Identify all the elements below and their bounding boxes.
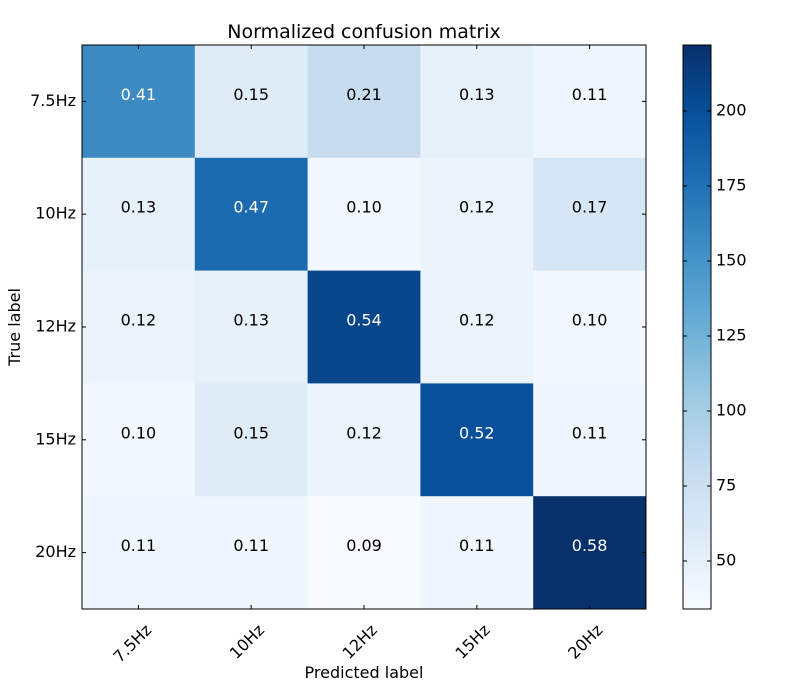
colorbar-tick-label: 50 [716, 551, 736, 570]
y-tick-label: 10Hz [35, 204, 76, 223]
colorbar-tick-label: 150 [716, 251, 747, 270]
heatmap-cell-label: 0.11 [572, 85, 608, 104]
x-tick-label: 10Hz [226, 620, 268, 662]
heatmap-cell [194, 383, 309, 497]
heatmap-cell-label: 0.12 [121, 311, 157, 330]
heatmap-cell [420, 157, 534, 272]
heatmap-cell-label: 0.17 [572, 198, 608, 217]
heatmap-cell-label: 0.12 [459, 198, 495, 217]
heatmap-cell-label: 0.12 [346, 423, 382, 442]
heatmap-cell [533, 270, 647, 384]
heatmap-cell-label: 0.10 [121, 423, 157, 442]
colorbar-tick-label: 100 [716, 401, 747, 420]
heatmap-cell-label: 0.10 [572, 311, 608, 330]
y-tick-label: 15Hz [35, 429, 76, 448]
heatmap-cell [533, 157, 647, 272]
heatmap-cell-label: 0.54 [346, 311, 382, 330]
y-tick-label: 12Hz [35, 317, 76, 336]
chart-title: Normalized confusion matrix [227, 21, 500, 43]
heatmap-cell [307, 496, 421, 610]
heatmap-cell [307, 157, 421, 272]
x-tick-label: 15Hz [451, 620, 493, 662]
heatmap-cell-labels: 0.41 0.15 0.21 0.13 0.11 0.13 0.47 0.10 0.12 0.17… [121, 85, 608, 555]
heatmap-cell-label: 0.13 [233, 311, 269, 330]
heatmap-cell [194, 45, 309, 159]
heatmap-cell-label: 0.09 [346, 536, 382, 555]
y-tick-label: 7.5Hz [30, 91, 76, 110]
heatmap-cell [420, 270, 534, 384]
heatmap-cell [533, 496, 647, 610]
heatmap-cell-label: 0.11 [459, 536, 495, 555]
heatmap-cell-label: 0.21 [346, 85, 382, 104]
heatmap-cell-label: 0.15 [233, 423, 269, 442]
heatmap-cell [307, 270, 421, 384]
colorbar-tick-label: 125 [716, 326, 747, 345]
colorbar-gradient [682, 44, 712, 610]
heatmap-cell-label: 0.11 [572, 423, 608, 442]
colorbar-ticks: 50 75 100 125 150 175 200 [683, 101, 747, 570]
heatmap-cell [307, 383, 421, 497]
heatmap-cell [420, 383, 534, 497]
colorbar-tick-label: 75 [716, 476, 736, 495]
heatmap-cell-label: 0.52 [459, 423, 495, 442]
heatmap-cell [307, 45, 421, 159]
heatmap-cell-label: 0.41 [121, 85, 157, 104]
heatmap-cells [82, 45, 647, 610]
heatmap-cell [82, 270, 196, 384]
heatmap-cell-label: 0.15 [233, 85, 269, 104]
colorbar-tick-label: 175 [716, 176, 747, 195]
x-tick-label: 7.5Hz [109, 620, 155, 666]
heatmap-cell [194, 270, 309, 384]
heatmap-cell [420, 496, 534, 610]
x-axis-label: Predicted label [305, 663, 424, 682]
heatmap-cell-label: 0.11 [121, 536, 157, 555]
y-axis-label: True label [5, 288, 24, 367]
y-axis-ticks: 7.5Hz 10Hz 12Hz 15Hz 20Hz [30, 91, 646, 561]
heatmap-cell [533, 45, 647, 159]
heatmap-cell-label: 0.47 [233, 198, 269, 217]
heatmap-cell-label: 0.13 [459, 85, 495, 104]
heatmap-cell [82, 383, 196, 497]
heatmap-cell [82, 45, 196, 159]
heatmap-cell [82, 496, 196, 610]
heatmap-cell-label: 0.13 [121, 198, 157, 217]
heatmap-cell [533, 383, 647, 497]
heatmap-cell-label: 0.58 [572, 536, 608, 555]
x-tick-label: 20Hz [564, 620, 606, 662]
heatmap-cell-label: 0.12 [459, 311, 495, 330]
heatmap-cell-label: 0.11 [233, 536, 269, 555]
colorbar: 50 75 100 125 150 175 200 [682, 44, 747, 610]
x-tick-label: 12Hz [339, 620, 381, 662]
y-tick-label: 20Hz [35, 542, 76, 561]
heatmap-cell [82, 157, 196, 272]
colorbar-tick-label: 200 [716, 101, 747, 120]
heatmap-cell [194, 157, 309, 272]
heatmap-cell [420, 45, 534, 159]
heatmap-cell-label: 0.10 [346, 198, 382, 217]
heatmap-cell [194, 496, 309, 610]
